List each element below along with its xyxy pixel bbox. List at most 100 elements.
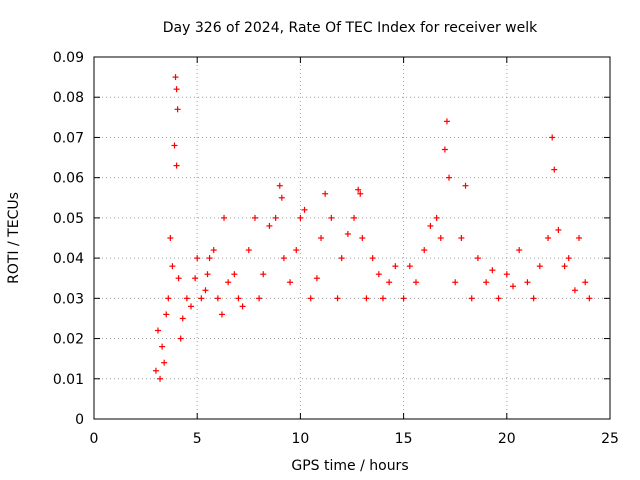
data-point <box>198 295 205 302</box>
data-point <box>549 134 556 141</box>
data-point <box>318 235 325 241</box>
y-tick-label: 0.04 <box>53 251 84 267</box>
y-tick-label: 0.02 <box>53 332 84 348</box>
data-point <box>210 247 217 254</box>
data-point <box>194 255 201 262</box>
data-points <box>152 74 593 382</box>
data-point <box>188 303 195 310</box>
data-point <box>474 255 481 262</box>
data-point <box>530 295 537 302</box>
y-tick-label: 0.03 <box>53 291 84 307</box>
data-point <box>177 335 184 342</box>
data-point <box>183 295 190 302</box>
data-point <box>503 271 510 278</box>
data-point <box>483 279 490 286</box>
data-point <box>443 118 450 125</box>
data-point <box>392 263 399 270</box>
data-point <box>206 255 213 262</box>
data-point <box>179 315 186 322</box>
data-point <box>231 271 238 278</box>
data-point <box>171 142 178 149</box>
data-point <box>297 214 304 221</box>
data-point <box>489 267 496 274</box>
data-point <box>400 295 407 302</box>
data-point <box>280 255 287 262</box>
data-point <box>256 295 263 302</box>
y-tick-label: 0.05 <box>53 211 84 227</box>
data-point <box>313 275 320 282</box>
data-point <box>509 283 516 290</box>
data-point <box>355 186 362 193</box>
data-point <box>204 271 211 278</box>
data-point <box>536 263 543 270</box>
grid <box>94 57 610 419</box>
data-point <box>169 263 176 270</box>
data-point <box>235 295 242 302</box>
x-tick-label: 10 <box>291 431 309 447</box>
data-point <box>363 295 370 302</box>
data-point <box>462 182 469 189</box>
data-point <box>565 255 572 262</box>
data-point <box>251 214 258 221</box>
data-point <box>225 279 232 286</box>
data-point <box>551 166 558 173</box>
data-point <box>468 295 475 302</box>
data-point <box>386 279 393 286</box>
data-point <box>379 295 386 302</box>
data-point <box>159 343 166 350</box>
data-point <box>545 235 552 241</box>
y-tick-label: 0.09 <box>53 50 84 66</box>
x-tick-label: 25 <box>601 431 619 447</box>
data-point <box>161 359 168 366</box>
data-point <box>266 222 273 229</box>
data-point <box>524 279 531 286</box>
data-point <box>441 146 448 153</box>
data-point <box>357 190 364 197</box>
data-point <box>322 190 329 197</box>
data-point <box>175 275 182 282</box>
y-tick-label: 0.01 <box>53 372 84 388</box>
data-point <box>582 279 589 286</box>
data-point <box>344 230 351 237</box>
data-point <box>154 327 161 334</box>
data-point <box>406 263 413 270</box>
data-point <box>174 106 181 113</box>
data-point <box>571 287 578 294</box>
x-tick-label: 0 <box>90 431 99 447</box>
data-point <box>276 182 283 189</box>
data-point <box>433 214 440 221</box>
data-point <box>437 235 444 241</box>
data-point <box>359 235 366 241</box>
data-point <box>495 295 502 302</box>
data-point <box>452 279 459 286</box>
data-point <box>421 247 428 254</box>
data-point <box>173 86 180 93</box>
data-point <box>338 255 345 262</box>
data-point <box>287 279 294 286</box>
data-point <box>202 287 209 294</box>
y-axis-label: ROTI / TECUs <box>6 192 22 284</box>
x-tick-label: 5 <box>193 431 202 447</box>
data-point <box>446 174 453 181</box>
chart-title: Day 326 of 2024, Rate Of TEC Index for r… <box>163 20 538 36</box>
data-point <box>427 222 434 229</box>
data-point <box>369 255 376 262</box>
data-point <box>586 295 593 302</box>
data-point <box>328 214 335 221</box>
data-point <box>218 311 225 318</box>
data-point <box>555 226 562 233</box>
x-tick-label: 20 <box>498 431 516 447</box>
data-point <box>293 247 300 254</box>
data-point <box>260 271 267 278</box>
data-point <box>576 235 583 241</box>
data-point <box>165 295 172 302</box>
x-axis-label: GPS time / hours <box>291 458 408 474</box>
data-point <box>375 271 382 278</box>
data-point <box>272 214 279 221</box>
data-point <box>278 194 285 201</box>
data-point <box>412 279 419 286</box>
y-tick-label: 0 <box>75 412 84 428</box>
data-point <box>214 295 221 302</box>
data-point <box>516 247 523 254</box>
